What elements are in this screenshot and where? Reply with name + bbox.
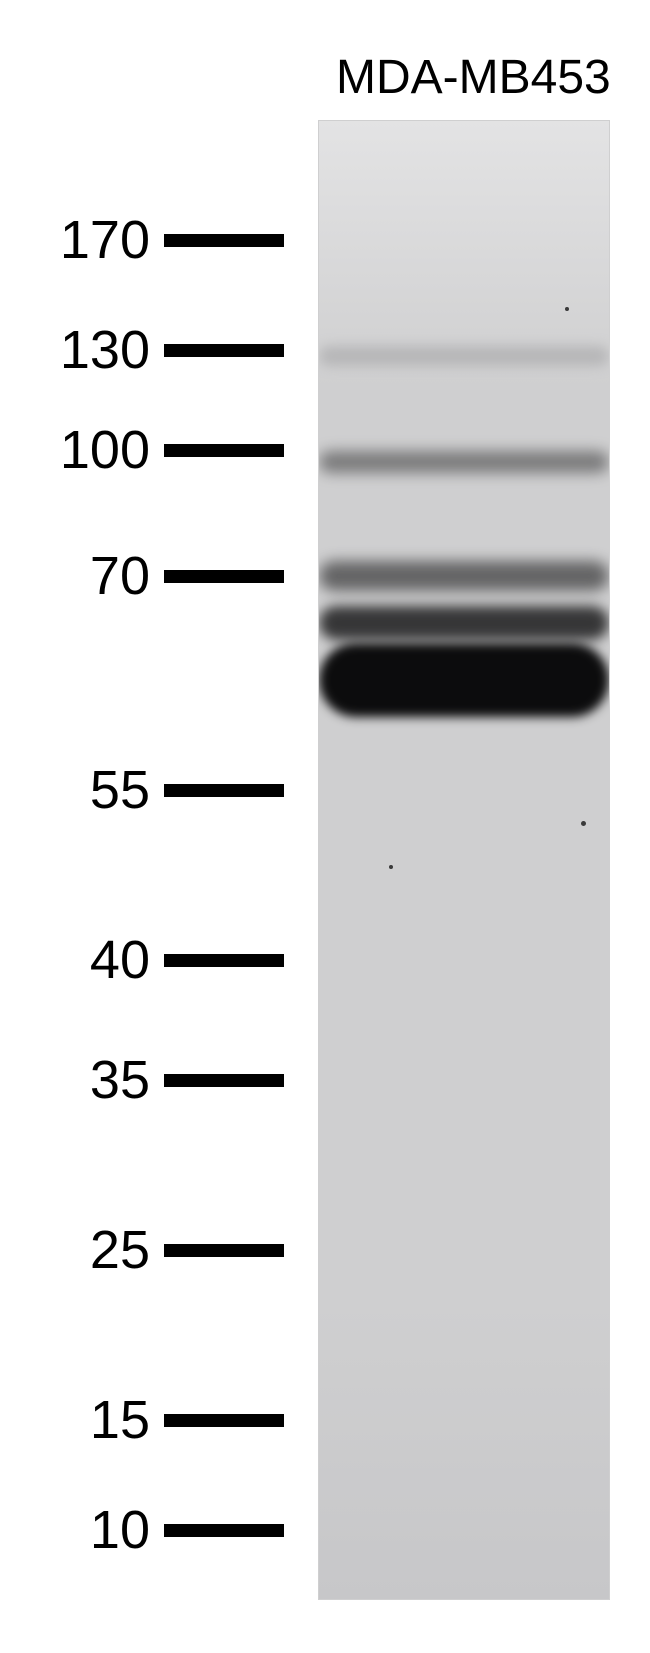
ladder-value: 25 — [30, 1223, 150, 1277]
ladder-value: 15 — [30, 1393, 150, 1447]
blot-band — [319, 346, 609, 366]
ladder-tick — [164, 1074, 284, 1087]
ladder-marker: 100 — [30, 423, 284, 477]
ladder-value: 35 — [30, 1053, 150, 1107]
ladder-value: 10 — [30, 1503, 150, 1557]
ladder-marker: 15 — [30, 1393, 284, 1447]
ladder-value: 70 — [30, 549, 150, 603]
blot-band — [319, 643, 609, 717]
blot-band — [319, 606, 609, 640]
ladder-value: 100 — [30, 423, 150, 477]
ladder-tick — [164, 954, 284, 967]
ladder-value: 40 — [30, 933, 150, 987]
ladder-tick — [164, 344, 284, 357]
blot-speck — [581, 821, 586, 826]
blot-speck — [565, 307, 569, 311]
ladder-marker: 130 — [30, 323, 284, 377]
western-blot-figure: MDA-MB453 170 130 100 70 55 40 35 25 15 10 — [0, 0, 650, 1653]
ladder-marker: 10 — [30, 1503, 284, 1557]
ladder-tick — [164, 1524, 284, 1537]
blot-speck — [389, 865, 393, 869]
ladder-tick — [164, 570, 284, 583]
ladder-marker: 35 — [30, 1053, 284, 1107]
molecular-weight-ladder: 170 130 100 70 55 40 35 25 15 10 — [30, 0, 284, 1653]
ladder-marker: 55 — [30, 763, 284, 817]
blot-band — [319, 561, 609, 591]
ladder-marker: 25 — [30, 1223, 284, 1277]
ladder-value: 130 — [30, 323, 150, 377]
ladder-tick — [164, 1244, 284, 1257]
ladder-marker: 170 — [30, 213, 284, 267]
ladder-tick — [164, 1414, 284, 1427]
blot-band — [319, 451, 609, 473]
ladder-tick — [164, 784, 284, 797]
ladder-value: 55 — [30, 763, 150, 817]
ladder-tick — [164, 444, 284, 457]
ladder-tick — [164, 234, 284, 247]
ladder-marker: 70 — [30, 549, 284, 603]
ladder-value: 170 — [30, 213, 150, 267]
blot-lane — [318, 120, 610, 1600]
ladder-marker: 40 — [30, 933, 284, 987]
lane-label: MDA-MB453 — [336, 50, 611, 105]
